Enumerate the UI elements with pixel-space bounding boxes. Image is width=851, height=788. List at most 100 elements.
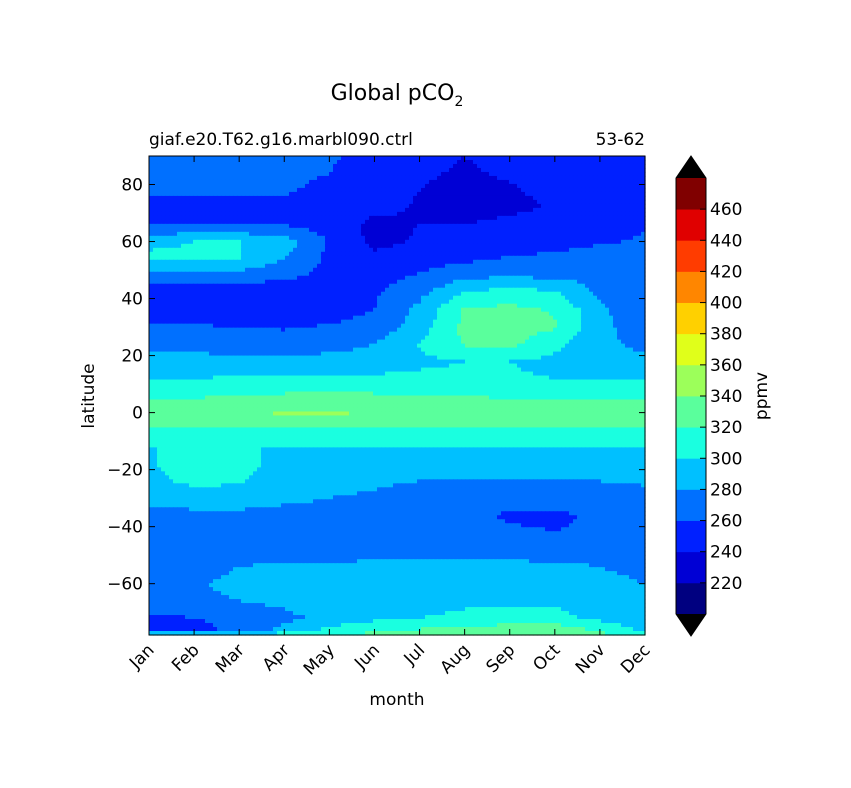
contour-cell (605, 275, 610, 281)
contour-cell (425, 283, 430, 289)
contour-cell (637, 271, 642, 277)
contour-cell (309, 179, 314, 185)
contour-cell (461, 243, 466, 249)
contour-cell (177, 279, 182, 285)
contour-cell (353, 183, 358, 189)
contour-cell (505, 183, 510, 189)
contour-cell (437, 267, 442, 273)
contour-cell (173, 207, 178, 213)
contour-cell (597, 291, 602, 297)
contour-cell (329, 311, 334, 317)
contour-cell (357, 211, 362, 217)
contour-cell (165, 215, 170, 221)
contour-cell (545, 283, 550, 289)
contour-cell (501, 207, 506, 213)
contour-cell (329, 175, 334, 181)
contour-cell (373, 163, 378, 169)
contour-cell (581, 255, 586, 261)
contour-cell (365, 231, 370, 237)
contour-cell (341, 243, 346, 249)
contour-cell (225, 219, 230, 225)
contour-cell (601, 199, 606, 205)
contour-cell (529, 167, 534, 173)
contour-cell (449, 271, 454, 277)
contour-cell (569, 279, 574, 285)
contour-cell (213, 311, 218, 317)
contour-cell (437, 291, 442, 297)
contour-cell (189, 259, 194, 265)
contour-cell (177, 211, 182, 217)
contour-cell (213, 231, 218, 237)
contour-cell (537, 275, 542, 281)
contour-cell (269, 303, 274, 309)
contour-cell (469, 199, 474, 205)
contour-cell (533, 235, 538, 241)
contour-cell (481, 207, 486, 213)
contour-cell (549, 311, 554, 317)
contour-cell (193, 191, 198, 197)
contour-cell (557, 195, 562, 201)
contour-cell (613, 187, 618, 193)
contour-cell (497, 287, 502, 293)
contour-cell (421, 311, 426, 317)
contour-cell (637, 171, 642, 177)
contour-cell (513, 163, 518, 169)
contour-cell (573, 303, 578, 309)
contour-cell (549, 263, 554, 269)
contour-cell (161, 183, 166, 189)
contour-cell (357, 287, 362, 293)
contour-cell (421, 239, 426, 245)
contour-cell (349, 291, 354, 297)
contour-cell (497, 243, 502, 249)
contour-cell (581, 251, 586, 257)
contour-cell (509, 191, 514, 197)
contour-cell (265, 291, 270, 297)
contour-cell (361, 279, 366, 285)
contour-cell (217, 303, 222, 309)
contour-cell (565, 307, 570, 313)
contour-cell (169, 283, 174, 289)
contour-cell (165, 275, 170, 281)
contour-cell (233, 231, 238, 237)
contour-cell (205, 215, 210, 221)
contour-cell (621, 207, 626, 213)
contour-cell (585, 175, 590, 181)
contour-cell (337, 163, 342, 169)
contour-cell (257, 223, 262, 229)
contour-cell (353, 163, 358, 169)
contour-cell (509, 227, 514, 233)
contour-cell (605, 195, 610, 201)
contour-cell (333, 295, 338, 301)
contour-cell (341, 291, 346, 297)
contour-cell (469, 191, 474, 197)
contour-cell (393, 247, 398, 253)
contour-cell (589, 235, 594, 241)
contour-cell (269, 231, 274, 237)
contour-cell (393, 299, 398, 305)
contour-cell (361, 219, 366, 225)
contour-cell (181, 239, 186, 245)
contour-cell (553, 191, 558, 197)
contour-cell (225, 163, 230, 169)
contour-cell (241, 215, 246, 221)
contour-cell (369, 291, 374, 297)
contour-cell (629, 219, 634, 225)
contour-cell (497, 239, 502, 245)
contour-cell (417, 219, 422, 225)
contour-cell (597, 187, 602, 193)
contour-cell (313, 279, 318, 285)
contour-cell (489, 267, 494, 273)
contour-cell (181, 223, 186, 229)
contour-cell (577, 235, 582, 241)
contour-cell (201, 303, 206, 309)
contour-cell (569, 159, 574, 165)
contour-cell (153, 283, 158, 289)
contour-cell (561, 171, 566, 177)
contour-cell (581, 259, 586, 265)
contour-cell (485, 163, 490, 169)
contour-cell (229, 183, 234, 189)
contour-cell (477, 295, 482, 301)
contour-cell (301, 199, 306, 205)
contour-cell (205, 179, 210, 185)
contour-cell (209, 259, 214, 265)
